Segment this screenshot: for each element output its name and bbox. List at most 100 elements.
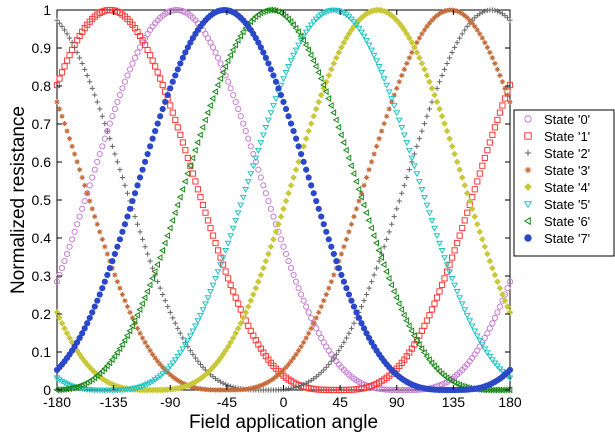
data-point	[171, 209, 178, 217]
data-point	[154, 375, 162, 382]
data-point	[328, 279, 334, 285]
data-point	[395, 117, 403, 124]
data-point	[312, 105, 320, 113]
data-point	[302, 41, 309, 49]
data-point	[338, 271, 345, 279]
data-point	[164, 91, 171, 99]
data-point	[209, 232, 217, 239]
data-point	[161, 368, 169, 375]
data-point	[328, 243, 335, 250]
data-point	[383, 82, 391, 89]
data-point	[403, 30, 411, 38]
data-point	[99, 285, 106, 292]
data-point	[370, 52, 378, 59]
data-point	[64, 31, 70, 37]
data-point	[473, 333, 481, 340]
data-point	[504, 303, 511, 310]
data-point	[87, 79, 93, 85]
data-point	[285, 189, 292, 197]
data-point	[122, 298, 128, 304]
data-point	[196, 312, 204, 319]
data-point	[484, 44, 490, 50]
data-point	[413, 336, 420, 344]
data-point	[499, 291, 506, 298]
data-point	[269, 103, 277, 110]
legend-item: State '1'	[524, 129, 590, 144]
data-point	[443, 268, 451, 275]
data-point	[117, 167, 123, 173]
data-point	[439, 9, 445, 15]
data-point	[479, 9, 485, 15]
data-point	[384, 236, 390, 242]
data-point	[247, 18, 254, 26]
data-point	[287, 120, 295, 127]
data-point	[423, 202, 431, 209]
data-point	[109, 113, 116, 120]
data-point	[333, 54, 340, 62]
data-point	[81, 325, 88, 332]
data-point	[230, 91, 237, 99]
data-point	[91, 303, 98, 310]
data-point	[320, 81, 327, 89]
data-point	[162, 367, 168, 373]
data-point	[53, 278, 61, 285]
data-point	[132, 213, 138, 220]
data-point	[293, 351, 299, 357]
data-point	[368, 159, 375, 165]
data-point	[468, 205, 476, 213]
data-point	[398, 125, 406, 131]
data-point	[227, 339, 234, 346]
data-point	[410, 163, 418, 170]
data-point	[66, 382, 74, 389]
data-point	[486, 139, 493, 146]
data-point	[310, 19, 318, 26]
data-point	[257, 140, 265, 147]
data-point	[161, 239, 168, 247]
data-point	[146, 281, 153, 289]
data-point	[162, 98, 169, 106]
data-point	[431, 300, 438, 307]
data-point	[106, 359, 113, 367]
data-point	[367, 224, 374, 232]
data-point	[331, 355, 337, 361]
data-point	[102, 121, 108, 127]
data-point	[290, 385, 297, 391]
data-point	[129, 60, 136, 67]
data-point	[292, 47, 300, 54]
data-point	[147, 258, 153, 264]
data-point	[166, 224, 173, 232]
data-point	[400, 26, 408, 34]
data-point	[378, 254, 384, 262]
data-point	[370, 232, 377, 240]
data-point	[350, 303, 358, 310]
data-point	[66, 35, 73, 41]
data-point	[191, 323, 199, 330]
data-point	[390, 103, 398, 110]
data-point	[406, 34, 413, 42]
data-point	[496, 109, 504, 116]
data-point	[287, 265, 295, 272]
data-point	[341, 339, 347, 345]
data-point	[270, 72, 277, 79]
data-point	[61, 121, 68, 127]
data-point	[401, 66, 407, 72]
data-point	[234, 210, 242, 217]
data-point	[199, 123, 206, 131]
data-point	[204, 109, 211, 117]
series-5	[53, 7, 514, 394]
data-point	[74, 339, 81, 346]
data-point	[315, 14, 323, 21]
data-point	[315, 205, 322, 212]
y-tick-label: 0.6	[32, 154, 52, 170]
data-point	[117, 285, 123, 291]
data-point	[481, 243, 489, 251]
data-point	[300, 297, 307, 304]
data-point	[474, 27, 480, 33]
data-point	[491, 360, 499, 367]
data-point	[380, 76, 388, 83]
data-point	[358, 320, 365, 327]
data-point	[170, 374, 176, 380]
data-point	[488, 357, 496, 364]
data-point	[237, 113, 244, 120]
data-point	[423, 317, 431, 324]
